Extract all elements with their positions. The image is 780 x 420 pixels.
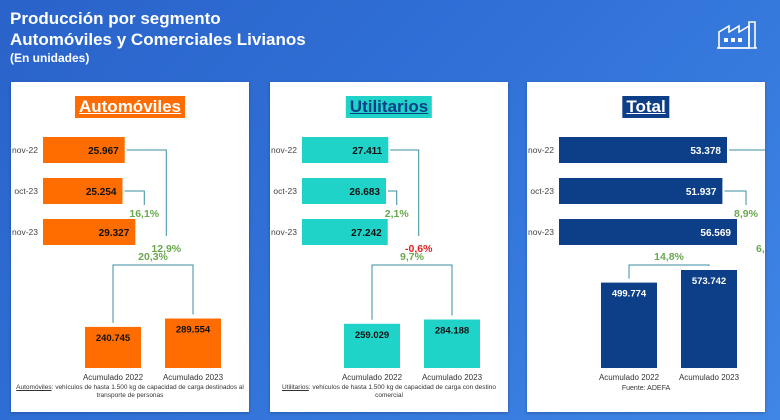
utilitarios-monthly-bar xyxy=(302,219,388,245)
automoviles-accumulated-bar xyxy=(165,318,221,368)
utilitarios-accumulated-connector xyxy=(371,264,453,320)
automoviles-accumulated-value: 240.745 xyxy=(96,333,131,344)
total-monthly-bar xyxy=(559,137,727,163)
total-accumulated-bar xyxy=(601,282,657,368)
automoviles-month-label: oct-23 xyxy=(14,186,38,196)
automoviles-accumulated-variation: 20,3% xyxy=(138,251,168,263)
automoviles-month-label: nov-23 xyxy=(12,227,38,237)
automoviles-chart: nov-22 25.967 oct-23 25.254 nov-23 29.327 16,1… xyxy=(12,137,224,382)
utilitarios-monthly-value: 27.411 xyxy=(352,146,382,157)
panel-utilitarios: nov-22 27.411 oct-23 26.683 nov-23 27.242 2,1%… xyxy=(270,82,508,412)
total-monthly-bar xyxy=(559,219,737,245)
total-monthly-value: 53.378 xyxy=(690,146,721,157)
automoviles-accumulated-connector xyxy=(112,264,194,323)
total-mom-variation: 8,9% xyxy=(734,208,759,220)
utilitarios-accumulated-label: Acumulado 2022 xyxy=(342,373,403,382)
automoviles-note-text: : vehículos de hasta 1.500 kg de capacid… xyxy=(51,384,244,399)
automoviles-accumulated-value: 289.554 xyxy=(176,325,211,336)
utilitarios-month-label: oct-23 xyxy=(273,186,297,196)
utilitarios-accumulated-value: 259.029 xyxy=(355,330,389,341)
total-accumulated-label: Acumulado 2022 xyxy=(599,373,660,382)
utilitarios-monthly-value: 26.683 xyxy=(349,187,380,198)
automoviles-monthly-value: 25.967 xyxy=(88,146,119,157)
automoviles-accumulated-label: Acumulado 2023 xyxy=(163,373,224,382)
utilitarios-month-label: nov-23 xyxy=(271,227,297,237)
automoviles-note-term: Automóviles xyxy=(16,384,52,391)
total-accumulated-variation: 14,8% xyxy=(654,251,684,263)
automoviles-yoy-connector xyxy=(126,149,167,236)
automoviles-monthly-bar xyxy=(43,137,125,163)
utilitarios-monthly-value: 27.242 xyxy=(351,228,382,239)
page-title-line2: Automóviles y Comerciales Livianos xyxy=(10,30,306,49)
automoviles-accumulated-label: Acumulado 2022 xyxy=(83,373,144,382)
automoviles-yoy-variation: 12,9% xyxy=(151,243,181,255)
total-month-label: oct-23 xyxy=(530,186,554,196)
panel-total: nov-22 53.378 oct-23 51.937 nov-23 56.569 8,9%… xyxy=(527,82,765,412)
page-title: Producción por segmento xyxy=(10,9,221,28)
total-yoy-variation: 6,0% xyxy=(756,243,765,255)
total-month-label: nov-23 xyxy=(528,227,554,237)
total-accumulated-bar xyxy=(681,270,737,368)
utilitarios-note-text: : vehículos de hasta 1.500 kg de capacid… xyxy=(308,384,496,399)
utilitarios-accumulated-variation: 9,7% xyxy=(400,251,425,263)
total-monthly-bar xyxy=(559,178,723,204)
utilitarios-mom-variation: 2,1% xyxy=(385,208,410,220)
utilitarios-month-label: nov-22 xyxy=(271,145,297,155)
total-accumulated-value: 499.774 xyxy=(612,289,647,300)
utilitarios-title: Utilitarios xyxy=(345,96,433,118)
utilitarios-accumulated-value: 284.188 xyxy=(435,325,469,336)
utilitarios-note-term: Utilitarios xyxy=(282,384,309,391)
automoviles-monthly-value: 29.327 xyxy=(99,228,130,239)
automoviles-monthly-value: 25.254 xyxy=(86,187,117,198)
automoviles-accumulated-bar xyxy=(85,326,141,368)
total-mom-connector xyxy=(724,190,747,205)
total-month-label: nov-22 xyxy=(528,145,554,155)
panel-automoviles: nov-22 25.967 oct-23 25.254 nov-23 29.327 16,1… xyxy=(11,82,249,412)
page-header: Producción por segmento Automóviles y Co… xyxy=(10,8,306,66)
total-chart: nov-22 53.378 oct-23 51.937 nov-23 56.5698,9%… xyxy=(528,137,765,382)
utilitarios-mom-connector xyxy=(387,190,398,205)
utilitarios-yoy-connector xyxy=(390,149,420,236)
automoviles-monthly-bar xyxy=(43,219,136,245)
automoviles-note: Automóviles: vehículos de hasta 1.500 kg… xyxy=(11,384,249,400)
total-accumulated-value: 573.742 xyxy=(692,276,726,287)
total-title: Total xyxy=(622,96,670,118)
automoviles-mom-connector xyxy=(124,190,145,205)
utilitarios-monthly-bar xyxy=(302,137,389,163)
factory-icon xyxy=(717,21,757,49)
utilitarios-note: Utilitarios: vehículos de hasta 1.500 kg… xyxy=(270,384,508,400)
total-accumulated-connector xyxy=(628,264,710,279)
total-monthly-value: 51.937 xyxy=(686,187,717,198)
utilitarios-accumulated-label: Acumulado 2023 xyxy=(422,373,483,382)
automoviles-monthly-bar xyxy=(43,178,123,204)
page-subtitle: (En unidades) xyxy=(10,51,90,65)
automoviles-month-label: nov-22 xyxy=(12,145,38,155)
total-monthly-value: 56.569 xyxy=(700,228,731,239)
automoviles-mom-variation: 16,1% xyxy=(129,208,159,220)
utilitarios-accumulated-bar xyxy=(344,323,400,368)
utilitarios-monthly-bar xyxy=(302,178,386,204)
utilitarios-yoy-variation: -0,6% xyxy=(405,243,433,255)
source-note: Fuente: ADEFA xyxy=(621,385,671,392)
total-accumulated-label: Acumulado 2023 xyxy=(679,373,740,382)
utilitarios-chart: nov-22 27.411 oct-23 26.683 nov-23 27.2422,1%… xyxy=(271,137,483,382)
automoviles-title: Automóviles xyxy=(74,96,186,118)
total-yoy-connector xyxy=(728,149,765,151)
utilitarios-accumulated-bar xyxy=(424,319,480,368)
